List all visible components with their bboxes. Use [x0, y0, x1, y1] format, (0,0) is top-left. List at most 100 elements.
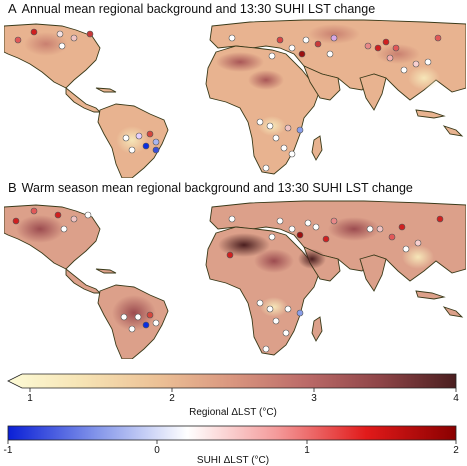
city-marker [392, 44, 400, 52]
city-marker [152, 146, 160, 154]
city-marker [296, 309, 304, 317]
city-marker [30, 28, 38, 36]
regional-tick-label: 3 [311, 393, 317, 404]
city-marker [330, 34, 338, 42]
city-marker [84, 211, 92, 219]
city-marker [256, 299, 264, 307]
city-marker [382, 38, 390, 46]
panel-a-title: A Annual mean regional background and 13:… [8, 1, 375, 16]
city-marker [296, 126, 304, 134]
city-marker [146, 311, 154, 319]
city-marker [298, 50, 306, 58]
map-panel-a [4, 19, 466, 178]
background-shading [16, 215, 434, 331]
city-marker [276, 217, 284, 225]
regional-tick-label: 1 [27, 393, 33, 404]
suhi-tick-label: 2 [453, 445, 459, 456]
city-markers [14, 28, 442, 172]
city-marker [262, 345, 270, 353]
city-marker [282, 329, 290, 337]
suhi-colorbar-label: SUHI ΔLST (°C) [196, 455, 270, 466]
city-marker [364, 42, 372, 50]
city-marker [14, 36, 22, 44]
city-marker [120, 313, 128, 321]
city-marker [54, 211, 62, 219]
panel-a-title-text: Annual mean regional background and 13:3… [21, 2, 376, 16]
city-marker [272, 134, 280, 142]
city-marker [284, 305, 292, 313]
suhi-colorbar [7, 425, 457, 441]
city-marker [30, 207, 38, 215]
city-marker [280, 144, 288, 152]
panel-b-title-text: Warm season mean regional background and… [21, 181, 413, 195]
city-marker [142, 142, 150, 150]
city-marker [228, 34, 236, 42]
city-marker [312, 223, 320, 231]
city-marker [266, 122, 274, 130]
city-marker [388, 233, 396, 241]
city-marker [12, 217, 20, 225]
city-marker [256, 118, 264, 126]
city-marker [128, 325, 136, 333]
city-marker [268, 52, 276, 60]
city-marker [386, 54, 394, 62]
city-marker [376, 225, 384, 233]
suhi-tick-label: 1 [304, 445, 310, 456]
land-masses [4, 19, 466, 178]
city-marker [70, 215, 78, 223]
city-marker [70, 34, 78, 42]
city-marker [266, 305, 274, 313]
regional-colorbar-label: Regional ΔLST (°C) [189, 407, 277, 418]
city-marker [374, 44, 382, 52]
city-marker [86, 30, 94, 38]
city-marker [228, 215, 236, 223]
city-marker [402, 245, 410, 253]
regional-tick-label: 2 [169, 393, 175, 404]
city-marker [284, 124, 292, 132]
city-marker [276, 36, 284, 44]
city-marker [135, 132, 143, 140]
city-marker [152, 138, 160, 146]
city-marker [152, 319, 160, 327]
city-marker [314, 40, 322, 48]
city-marker [268, 233, 276, 241]
city-marker [262, 164, 270, 172]
suhi-tick-label: 0 [154, 445, 160, 456]
regional-tick-label: 4 [453, 393, 459, 404]
city-marker [288, 225, 296, 233]
city-marker [56, 30, 64, 38]
city-marker [134, 313, 142, 321]
city-marker [326, 50, 334, 58]
panel-b-title: B Warm season mean regional background an… [8, 180, 413, 195]
city-marker [330, 217, 338, 225]
city-marker [288, 150, 296, 158]
map-panel-b [4, 200, 466, 359]
city-markers [12, 207, 444, 353]
city-marker [58, 42, 66, 50]
city-marker [288, 44, 296, 52]
city-marker [226, 251, 234, 259]
city-marker [412, 60, 420, 68]
city-marker [60, 225, 68, 233]
city-marker [436, 215, 444, 223]
city-marker [414, 239, 422, 247]
city-marker [400, 66, 408, 74]
city-marker [366, 225, 374, 233]
city-marker [272, 317, 280, 325]
city-marker [128, 146, 136, 154]
city-marker [302, 36, 310, 44]
panel-b-letter: B [8, 180, 17, 195]
suhi-ticks [7, 440, 457, 444]
city-marker [142, 321, 150, 329]
city-marker [398, 223, 406, 231]
city-marker [304, 219, 312, 227]
suhi-tick-label: -1 [3, 445, 13, 456]
city-marker [146, 130, 154, 138]
city-marker [296, 231, 304, 239]
city-marker [322, 235, 330, 243]
regional-colorbar [7, 373, 457, 389]
city-marker [434, 34, 442, 42]
regional-ticks [29, 388, 457, 392]
city-marker [122, 134, 130, 142]
